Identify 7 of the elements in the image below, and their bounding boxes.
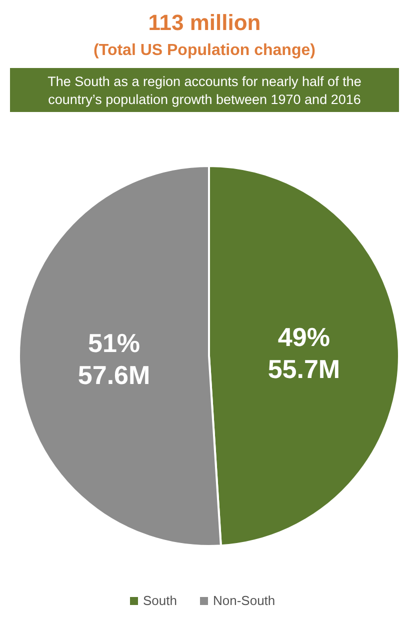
data-label: 51% 57.6M — [78, 328, 150, 390]
legend-label: South — [143, 593, 177, 608]
text: The South as a region accounts for nearly half of the country’s population growth between 1970 and 2016 — [48, 74, 362, 107]
chart-subtitle: (Total US Population change) — [94, 42, 316, 59]
legend-label: Non-South — [213, 593, 276, 608]
data-label: 49% 55.7M — [268, 322, 340, 384]
chart-title: 113 million — [148, 10, 261, 35]
